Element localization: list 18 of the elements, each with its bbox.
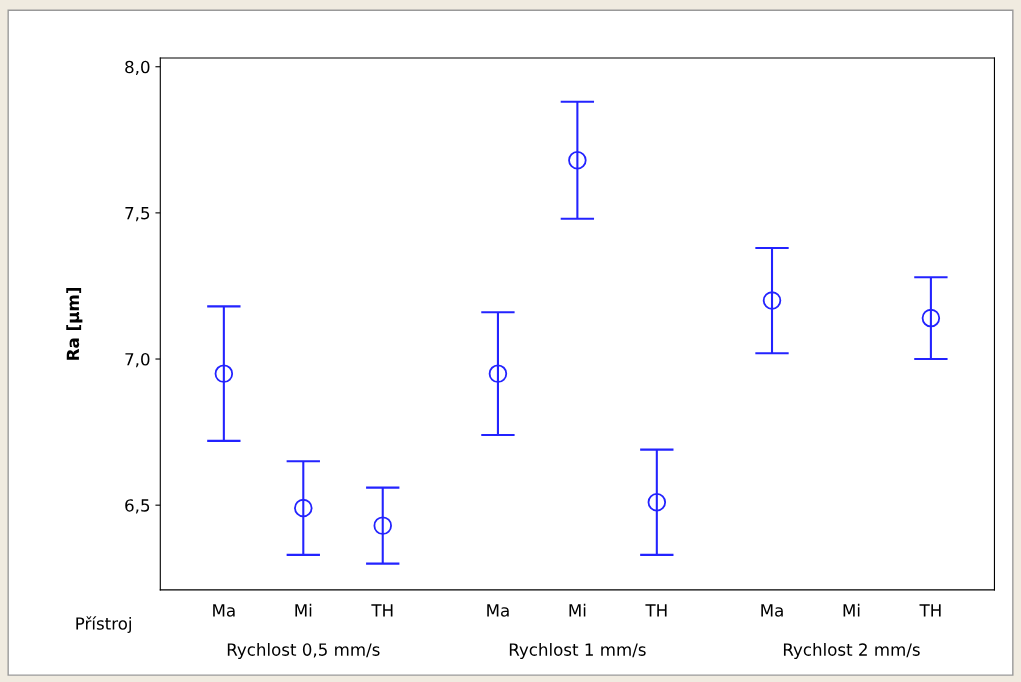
text: Rychlost 1 mm/s bbox=[509, 642, 646, 660]
text: Rychlost 0,5 mm/s bbox=[227, 642, 380, 660]
y-tick-label: 8,0 bbox=[125, 60, 150, 76]
text: Přístroj bbox=[76, 616, 131, 634]
x-tick-label: TH bbox=[919, 604, 941, 617]
y-axis-title: Ra [µm] bbox=[66, 288, 83, 360]
x-tick-label: Mi bbox=[843, 603, 860, 617]
x-tick-label: Ma bbox=[487, 604, 509, 617]
x-tick-label: Ma bbox=[761, 604, 783, 617]
x-tick-label: Mi bbox=[569, 603, 586, 617]
text: Rychlost 2 mm/s bbox=[783, 642, 920, 660]
x-tick-label: TH bbox=[371, 604, 393, 617]
x-tick-label: Ma bbox=[213, 604, 235, 617]
y-tick-label: 7,5 bbox=[125, 207, 150, 222]
y-tick-label: 6,5 bbox=[125, 499, 150, 514]
x-tick-label: Mi bbox=[295, 603, 312, 617]
y-tick-label: 7,0 bbox=[125, 352, 150, 368]
x-tick-label: TH bbox=[645, 604, 667, 617]
